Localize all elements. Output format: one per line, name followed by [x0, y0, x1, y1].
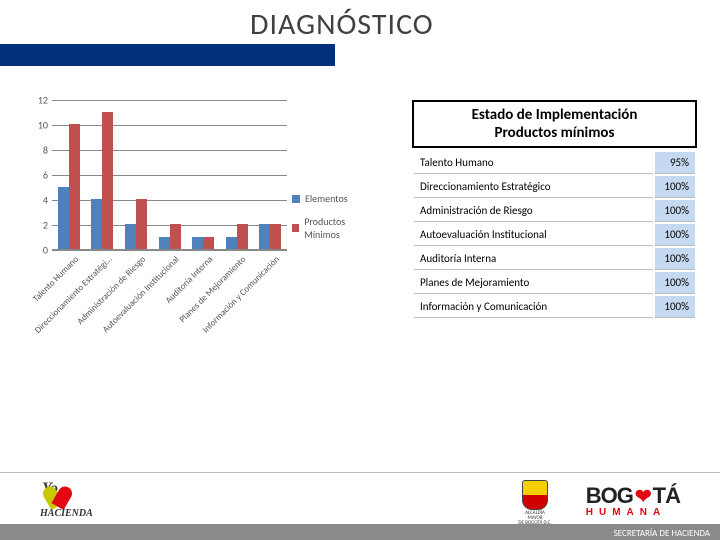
- chart-plot: 024681012: [52, 100, 287, 250]
- chart-xlabels: Talento HumanoDireccionamiento Estratégi…: [52, 252, 287, 332]
- bar: [259, 224, 270, 249]
- legend-label: Elementos: [305, 192, 348, 205]
- logo-hacienda-text: HACIENDA: [40, 508, 93, 519]
- title-bar: DIAGNÓSTICO: [0, 0, 720, 60]
- bar: [91, 199, 102, 249]
- table-row: Direccionamiento Estratégico100%: [414, 176, 695, 198]
- box-title: Estado de ImplementaciónProductos mínimo…: [412, 100, 697, 148]
- bar: [192, 237, 203, 250]
- page-title: DIAGNÓSTICO: [250, 6, 434, 43]
- legend-item: Productos Mínimos: [292, 215, 375, 241]
- bar: [136, 199, 147, 249]
- table-pct-cell: 100%: [655, 272, 695, 294]
- bar: [270, 224, 281, 249]
- table-row: Planes de Mejoramiento100%: [414, 272, 695, 294]
- legend-swatch: [292, 224, 299, 232]
- table-label-cell: Información y Comunicación: [414, 296, 653, 318]
- bogota-humana-text: HUMANA: [586, 507, 680, 518]
- table-label-cell: Autoevaluación Institucional: [414, 224, 653, 246]
- table-pct-cell: 100%: [655, 248, 695, 270]
- table-pct-cell: 95%: [655, 152, 695, 174]
- bar: [69, 124, 80, 249]
- bar: [102, 112, 113, 250]
- bogota-big-text: BOG ❤ TÁ: [586, 483, 680, 509]
- ytick-label: 6: [43, 169, 48, 182]
- table-pct-cell: 100%: [655, 296, 695, 318]
- bogota-humana-logo: BOG ❤ TÁ HUMANA: [586, 483, 680, 518]
- table-label-cell: Administración de Riesgo: [414, 200, 653, 222]
- table-pct-cell: 100%: [655, 200, 695, 222]
- bar: [125, 224, 136, 249]
- table-row: Información y Comunicación100%: [414, 296, 695, 318]
- ytick-label: 2: [43, 219, 48, 232]
- gridline: [52, 100, 287, 101]
- table-label-cell: Direccionamiento Estratégico: [414, 176, 653, 198]
- gridline: [52, 125, 287, 126]
- table-pct-cell: 100%: [655, 176, 695, 198]
- footer-strip-label: SECRETARÍA DE HACIENDA: [614, 528, 710, 539]
- bar: [226, 237, 237, 250]
- bar: [203, 237, 214, 250]
- ytick-label: 8: [43, 144, 48, 157]
- bar: [159, 237, 170, 250]
- table-label-cell: Auditoría Interna: [414, 248, 653, 270]
- gridline: [52, 175, 287, 176]
- table-row: Autoevaluación Institucional100%: [414, 224, 695, 246]
- ytick-label: 12: [38, 94, 48, 107]
- gridline: [52, 250, 287, 251]
- table-pct-cell: 100%: [655, 224, 695, 246]
- bar: [170, 224, 181, 249]
- chart-legend: Elementos Productos Mínimos: [292, 192, 375, 251]
- table-row: Auditoría Interna100%: [414, 248, 695, 270]
- ytick-label: 0: [43, 244, 48, 257]
- table-label-cell: Talento Humano: [414, 152, 653, 174]
- box-title-line: Estado de ImplementaciónProductos mínimo…: [472, 106, 638, 142]
- bogota-bog: BOG: [586, 483, 633, 509]
- footer-strip: SECRETARÍA DE HACIENDA: [0, 524, 720, 540]
- bar-chart: 024681012 Elementos Productos Mínimos Tal…: [30, 100, 375, 335]
- legend-swatch: [292, 195, 300, 203]
- bar: [58, 187, 69, 250]
- ytick-label: 10: [38, 119, 48, 132]
- bogota-ta: TÁ: [653, 483, 680, 509]
- table-row: Talento Humano95%: [414, 152, 695, 174]
- bar: [237, 224, 248, 249]
- alcaldia-shield-logo: ALCALDÍA MAYORDE BOGOTÁ D.C.: [518, 480, 552, 520]
- footer-divider: [0, 472, 720, 473]
- footer: Yo HACIENDA ALCALDÍA MAYORDE BOGOTÁ D.C.…: [0, 472, 720, 540]
- legend-item: Elementos: [292, 192, 375, 205]
- gridline: [52, 150, 287, 151]
- status-table: Talento Humano95%Direccionamiento Estrat…: [412, 150, 697, 320]
- shield-icon: [522, 480, 548, 510]
- table-row: Administración de Riesgo100%: [414, 200, 695, 222]
- yo-hacienda-logo: Yo HACIENDA: [40, 482, 130, 522]
- table-label-cell: Planes de Mejoramiento: [414, 272, 653, 294]
- bogota-heart-icon: ❤: [635, 484, 651, 509]
- ytick-label: 4: [43, 194, 48, 207]
- legend-label: Productos Mínimos: [304, 215, 375, 241]
- title-stripe: [0, 44, 335, 66]
- gridline: [52, 200, 287, 201]
